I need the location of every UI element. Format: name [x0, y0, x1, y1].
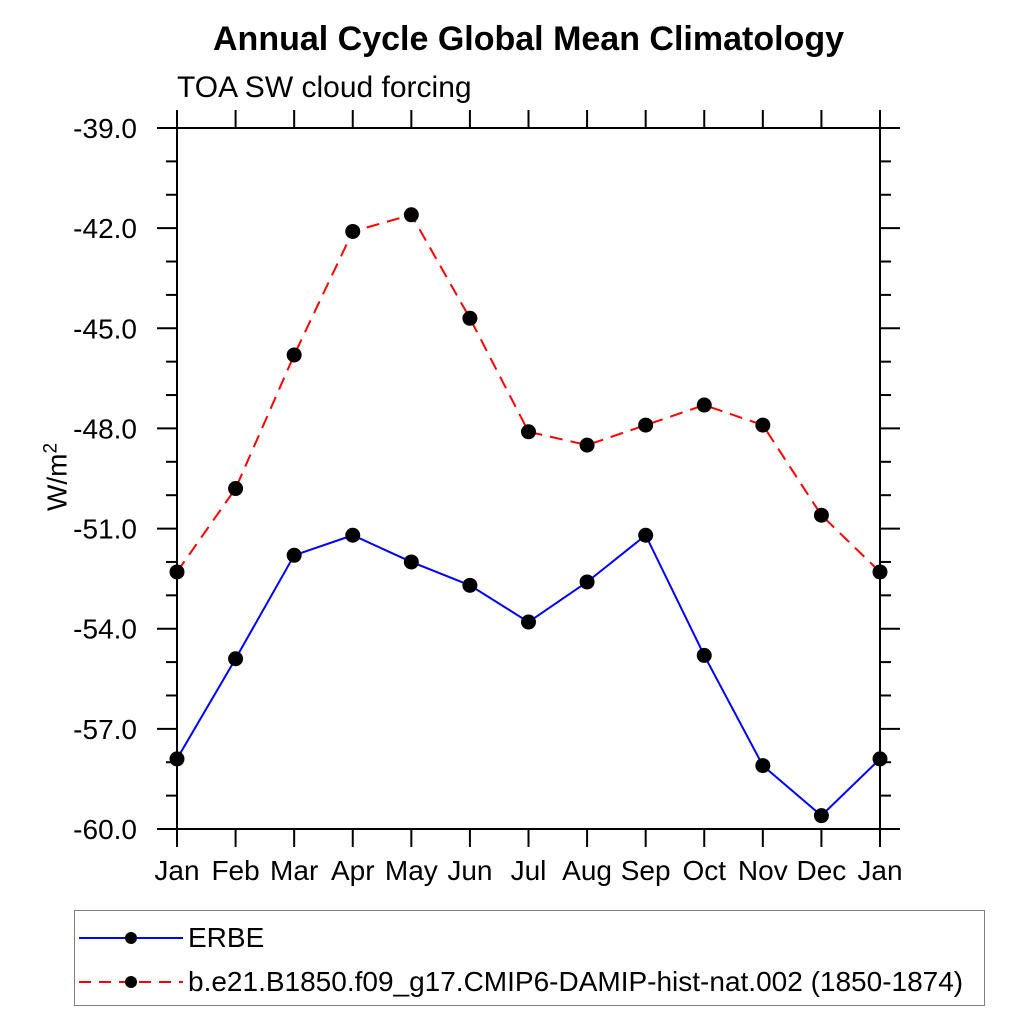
- x-tick-label: Jun: [447, 855, 492, 886]
- data-point-model-10: [755, 417, 771, 433]
- data-point-erbe-5: [462, 577, 478, 593]
- series-line-model: [176, 213, 881, 573]
- data-point-erbe-12: [872, 751, 888, 767]
- data-point-erbe-1: [228, 651, 244, 667]
- legend: ERBE b.e21.B1850.f09_g17.CMIP6-DAMIP-his…: [74, 910, 985, 1006]
- chart-title: Annual Cycle Global Mean Climatology: [213, 20, 844, 58]
- x-tick-label: Jul: [511, 855, 547, 886]
- chart-subtitle: TOA SW cloud forcing: [177, 71, 472, 104]
- x-tick-label: Sep: [621, 855, 671, 886]
- legend-item-erbe: ERBE: [79, 916, 984, 960]
- data-point-erbe-0: [169, 751, 185, 767]
- y-tick-label: -60.0: [73, 814, 137, 845]
- data-point-erbe-7: [579, 574, 595, 590]
- data-point-erbe-10: [755, 758, 771, 774]
- data-point-erbe-3: [345, 527, 361, 543]
- data-point-model-6: [521, 424, 536, 440]
- series-line-erbe: [176, 533, 881, 817]
- legend-label-model: b.e21.B1850.f09_g17.CMIP6-DAMIP-hist-nat…: [188, 966, 964, 997]
- data-point-erbe-6: [521, 614, 536, 630]
- x-tick-label: Aug: [562, 855, 612, 886]
- x-tick-label: Mar: [270, 855, 318, 886]
- data-point-model-1: [228, 481, 244, 497]
- data-point-erbe-9: [696, 647, 712, 663]
- x-tick-label: May: [385, 855, 438, 886]
- legend-line-sample-model: [79, 976, 183, 988]
- legend-item-model: b.e21.B1850.f09_g17.CMIP6-DAMIP-hist-nat…: [79, 960, 984, 1004]
- legend-sample-marker: [125, 976, 137, 988]
- y-tick-label: -57.0: [73, 714, 137, 745]
- y-tick-label: -45.0: [73, 313, 137, 344]
- data-point-model-9: [696, 397, 712, 413]
- data-point-model-8: [638, 417, 654, 433]
- x-tick-label: Nov: [738, 855, 788, 886]
- y-tick-label: -54.0: [73, 614, 137, 645]
- data-point-model-2: [286, 347, 302, 363]
- legend-sample-marker: [125, 932, 137, 944]
- data-point-erbe-11: [813, 808, 829, 824]
- y-tick-label: -42.0: [73, 213, 137, 244]
- y-tick-label: -39.0: [73, 113, 137, 144]
- x-tick-label: Dec: [797, 855, 847, 886]
- x-tick-label: Jan: [857, 855, 902, 886]
- data-point-erbe-2: [286, 547, 302, 563]
- legend-label-erbe: ERBE: [188, 922, 265, 953]
- data-point-model-5: [462, 310, 478, 326]
- legend-line-sample-erbe: [79, 932, 183, 944]
- y-tick-label: -51.0: [73, 514, 137, 545]
- x-tick-label: Oct: [682, 855, 726, 886]
- data-point-model-7: [579, 437, 595, 453]
- x-tick-label: Apr: [331, 855, 375, 886]
- data-point-model-12: [872, 564, 888, 580]
- data-point-model-11: [813, 507, 829, 523]
- data-point-erbe-4: [403, 554, 419, 570]
- x-tick-label: Feb: [211, 855, 259, 886]
- plot-border: [176, 127, 881, 830]
- data-point-erbe-8: [638, 527, 654, 543]
- data-point-model-3: [345, 223, 361, 239]
- x-tick-label: Jan: [154, 855, 199, 886]
- data-point-model-4: [403, 207, 419, 223]
- data-point-model-0: [169, 564, 185, 580]
- y-tick-label: -48.0: [73, 413, 137, 444]
